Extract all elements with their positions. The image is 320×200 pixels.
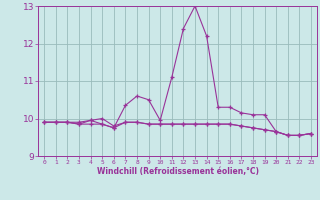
X-axis label: Windchill (Refroidissement éolien,°C): Windchill (Refroidissement éolien,°C) xyxy=(97,167,259,176)
